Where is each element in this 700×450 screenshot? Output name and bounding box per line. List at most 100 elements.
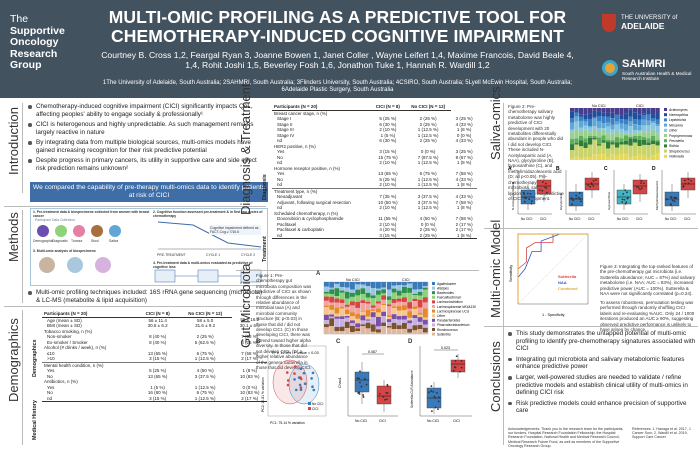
y-axis-label: PC2: 10.81 % variation [261,377,265,412]
bar-segment [350,292,355,297]
bar-segment [606,141,611,149]
bar-segment [583,125,588,130]
legend-label: Phascolarctobacterium [437,323,470,327]
bar-segment [402,310,407,316]
bar-segment [642,114,647,120]
bar-segment [655,113,660,120]
bar-segment [619,141,624,145]
bar-segment [324,300,329,306]
data-point [670,196,673,199]
data-point [640,180,643,182]
bar-segment [344,306,350,310]
legend-swatch [432,328,435,331]
bar-segment [574,143,579,145]
bar-segment [642,137,647,140]
table-cell: 16 (80 %) [147,390,168,395]
data-point [365,383,368,386]
data-point [673,200,676,203]
bar-segment [610,142,615,145]
bar-segment [597,145,602,155]
bar-segment [324,320,329,325]
data-point [454,366,457,369]
bar-segment [417,289,423,292]
bar-segment [334,318,340,327]
table-cell: Yes [277,171,285,176]
bar-segment [633,156,638,160]
bar-segment [583,157,588,160]
bar-segment [376,301,381,304]
table-cell: 2 (25 %) [419,138,437,143]
table-cell: 4 (33 %) [455,194,473,199]
table-row: Stage IV 1 (5 %) 1 (12.5 %) 0 (0 %) [272,133,477,139]
bar-segment [610,144,615,155]
table-cell: 8 (67 %) [455,154,473,160]
data-point [640,182,642,185]
table-cell: Paclitaxel & carboplatin [277,227,324,232]
data-point [299,386,303,389]
data-point [430,390,433,392]
x-tick-label: No CICI [427,419,439,423]
bar-segment [592,117,597,119]
data-point [526,192,529,195]
table-cell: 1 (12.5 %) [417,127,439,132]
bar-segment [597,108,602,112]
bar-segment [624,144,629,155]
data-point [571,197,574,200]
bar-segment [339,326,345,332]
table-row: Alcohol (# drinks / week), n (%) [42,345,267,351]
methods-bullet: Multi-omic profiling techniques included… [28,289,266,304]
bar-segment [642,108,647,114]
intro-bullet: Chemotherapy-induced cognitive impairmen… [28,103,266,118]
table-cell: 1 (8 %) [456,182,472,187]
bar-segment [370,282,376,288]
table-cell: 3 (15 %) [149,356,167,361]
chance-line [517,233,589,305]
table-cell: 30.6 ± 6.2 [147,323,168,328]
bar-segment [402,286,407,294]
table-header: Participants (N = 20) [272,104,371,111]
bar-segment [355,331,361,334]
data-point [452,369,455,372]
bar-segment [579,146,584,159]
bar-segment [396,329,402,334]
legend-swatch [432,300,435,304]
table-row: nd 2 (10 %) 1 (12.5 %) 1 (8 %) [272,182,477,188]
bar-segment [334,307,340,314]
bar-segment [376,316,381,327]
bar-segment [606,133,611,140]
table-cell: nd [277,205,283,210]
bar-segment [350,296,355,302]
bar-segment [624,113,629,120]
data-point [541,181,544,183]
bar-segment [624,135,629,141]
data-point [626,196,629,199]
bar-segment [422,317,428,320]
table-cell: 0 (0 %) [456,132,472,138]
bar-segment [637,108,642,115]
legend-label: Lachnospiraceae NK4A136 [437,305,476,309]
poster-title: MULTI-OMIC PROFILING AS A PREDICTIVE TOO… [108,7,567,46]
bar-segment [583,114,588,120]
table-cell: Stage IV [277,132,295,138]
section-gut-microbiota: Gut Microbiota [238,263,253,348]
bar-segment [646,145,651,158]
data-point [299,377,303,381]
bar-segment [339,287,345,291]
bar-segment [412,295,418,299]
table-cell: 3 (15 %) [379,149,397,154]
bar-segment [615,142,620,148]
conclusion-bullet: Risk predictive models could enhance pre… [508,400,696,415]
bar-segment [339,319,345,327]
bar-segment [407,308,413,312]
bar-segment [407,332,413,334]
bar-segment [402,305,407,311]
bar-segment [412,298,418,302]
data-point [666,198,668,201]
data-point [571,203,573,206]
bar-segment [355,328,361,332]
table-row: No 16 (80 %) 6 (75 %) 10 (83 %) [42,390,267,396]
bar-segment [646,109,651,115]
figure3-caption: Figure 3: Integrating the top-ranked fea… [600,264,696,297]
table-cell: 6 (75 %) [419,171,437,176]
bar-segment [386,315,392,318]
